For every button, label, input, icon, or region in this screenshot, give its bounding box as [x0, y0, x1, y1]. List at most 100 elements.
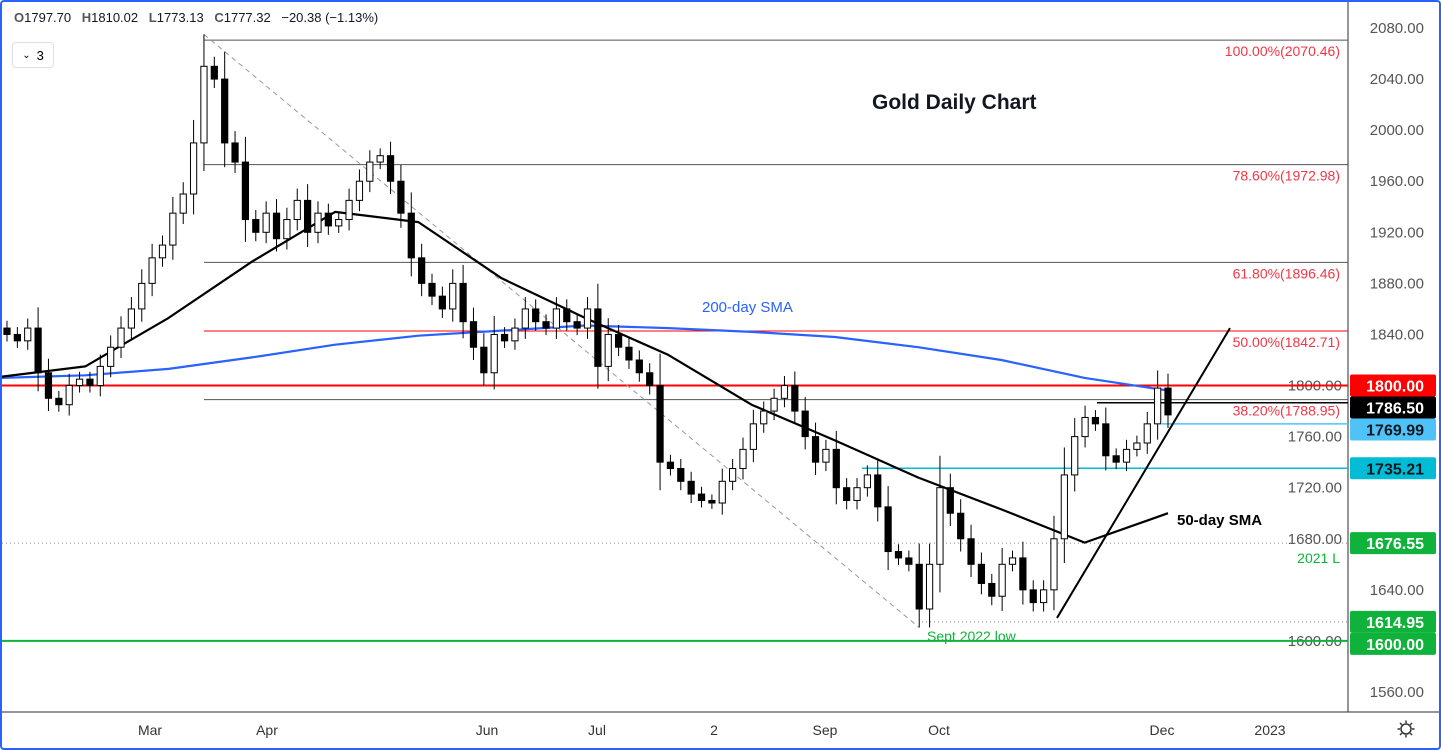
candle-body: [791, 385, 799, 412]
candle-body: [3, 327, 11, 335]
candle-body: [687, 480, 695, 495]
change-value: −20.38 (−1.13%): [281, 10, 379, 25]
y-tick-label: 1640.00: [1370, 582, 1424, 599]
candle-body: [532, 308, 540, 323]
x-tick-label: 2: [710, 722, 718, 738]
candle-body: [34, 327, 42, 374]
candle-body: [573, 321, 581, 329]
candle-body: [1112, 455, 1120, 463]
candle-body: [521, 308, 529, 329]
candle-body: [718, 480, 726, 504]
sma-200-line: [2, 324, 1169, 392]
x-tick-label: Apr: [256, 722, 278, 738]
price-tag: [1350, 610, 1436, 633]
candle-body: [853, 487, 861, 501]
price-tag-label: 1786.50: [1366, 401, 1424, 418]
collapse-indicators-button[interactable]: ⌄ 3: [12, 42, 54, 68]
high-label: H: [81, 10, 92, 25]
close-label: C: [214, 10, 224, 25]
y-tick-label: 1680.00: [1288, 531, 1342, 548]
gear-tooth-icon: [1399, 722, 1403, 726]
candle-body: [874, 474, 882, 508]
sma-200-label: 200-day SMA: [702, 299, 793, 316]
open-value: 1797.70: [24, 10, 72, 25]
close-value: 1777.32: [223, 10, 271, 25]
candle-body: [386, 155, 395, 182]
candle-body: [407, 212, 415, 259]
sept-low-label: Sept 2022 low: [927, 628, 1017, 644]
candle-body: [283, 219, 291, 240]
candle-body: [646, 372, 654, 387]
candle-body: [863, 474, 871, 489]
candle-body: [459, 282, 467, 323]
candle-body: [86, 378, 94, 387]
candle-body: [65, 385, 73, 406]
sma-50-label: 50-day SMA: [1177, 512, 1262, 529]
candle-body: [1029, 589, 1037, 604]
candle-body: [96, 365, 104, 387]
candle-body: [1091, 416, 1100, 425]
candle-body: [832, 448, 840, 489]
candle-body: [397, 180, 405, 214]
candle-body: [1102, 423, 1110, 457]
candle-body: [324, 212, 332, 227]
candle-body: [1060, 474, 1068, 540]
y-tick-label: 1760.00: [1288, 429, 1342, 446]
candle-body: [335, 219, 343, 227]
low-value: 1773.13: [156, 10, 204, 25]
x-tick-label: Oct: [928, 722, 950, 738]
candle-body: [500, 333, 509, 342]
candle-body: [262, 212, 270, 233]
candle-body: [200, 65, 208, 144]
candle-body: [1050, 538, 1058, 591]
y-tick-label: 2080.00: [1370, 20, 1424, 37]
price-tag: [1350, 374, 1436, 397]
candle-body: [252, 219, 260, 233]
candle-body: [1133, 442, 1141, 450]
candle-body: [801, 410, 809, 438]
candle-body: [138, 282, 146, 310]
candle-body: [1081, 416, 1089, 438]
price-tag-label: 1800.00: [1366, 379, 1424, 396]
candle-body: [1071, 436, 1079, 476]
candle-body: [376, 155, 384, 163]
candle-body: [542, 321, 550, 329]
candle-body: [780, 385, 789, 399]
candle-body: [635, 359, 643, 374]
candle-body: [563, 308, 571, 323]
candle-body: [967, 538, 975, 565]
candle-body: [925, 563, 934, 610]
settings-gear-icon[interactable]: [1400, 723, 1412, 735]
candle-body: [169, 212, 177, 246]
price-tag: [1350, 457, 1436, 480]
candle-body: [946, 487, 954, 514]
indicator-count: 3: [36, 47, 44, 63]
price-tag: [1350, 418, 1436, 441]
candle-body: [988, 582, 996, 597]
candle-body: [905, 557, 913, 565]
candle-body: [843, 487, 851, 501]
price-tag: [1350, 396, 1436, 419]
candle-body: [749, 423, 757, 450]
open-label: O: [14, 10, 25, 25]
candle-body: [977, 563, 986, 584]
candle-body: [656, 385, 664, 463]
low-label: L: [148, 10, 157, 25]
candle-body: [739, 448, 747, 470]
fib-level-label: 61.80%(1896.46): [1233, 265, 1340, 281]
x-tick-label: Dec: [1150, 722, 1175, 738]
candle-body: [55, 397, 63, 406]
price-tag-label: 1676.55: [1366, 536, 1424, 553]
chart-title: Gold Daily Chart: [872, 91, 1037, 114]
x-tick-label: Sep: [813, 722, 838, 738]
ohlc-legend: O1797.70 H1810.02 L1773.13 C1777.32 −20.…: [14, 10, 385, 25]
gear-tooth-icon: [1409, 722, 1413, 726]
fib-level-label: 38.20%(1788.95): [1233, 403, 1340, 419]
sma-50-line: [2, 210, 1169, 544]
candle-body: [449, 282, 457, 310]
candle-body: [1154, 387, 1162, 425]
candle-body: [625, 346, 633, 361]
fib-level-label: 50.00%(1842.71): [1233, 334, 1340, 350]
candle-body: [117, 327, 125, 348]
